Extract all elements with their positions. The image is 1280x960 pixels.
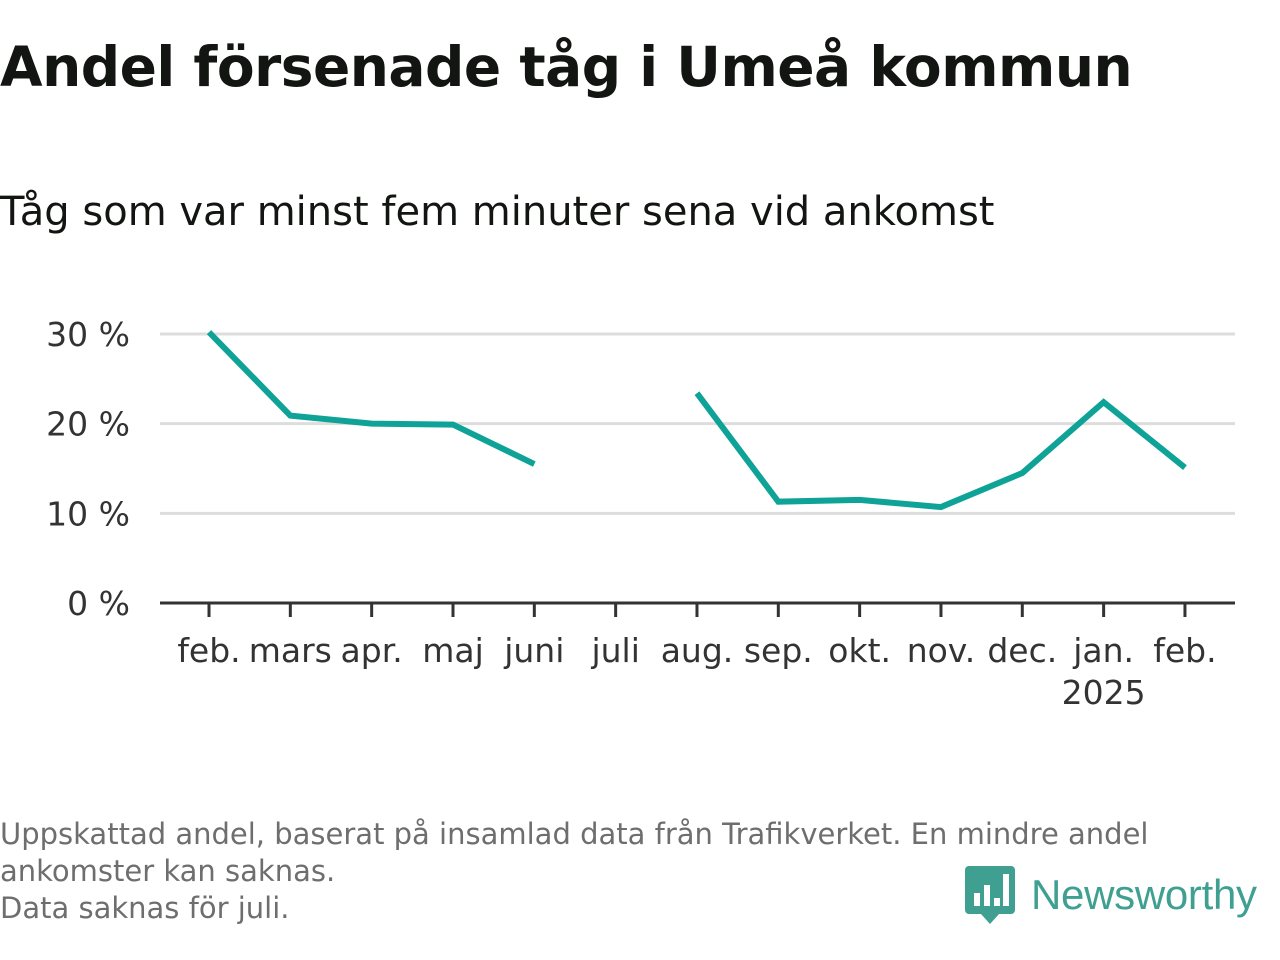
footnote-line: ankomster kan saknas.	[0, 854, 336, 888]
x-tick-label: mars	[249, 631, 332, 670]
chart-subtitle: Tåg som var minst fem minuter sena vid a…	[0, 189, 995, 235]
footnote-line: Data saknas för juli.	[0, 891, 290, 925]
series-line-segment	[206, 330, 536, 467]
x-axis-labels: feb. mars apr. maj juni juli aug. sep. okt. nov. d…	[177, 631, 1216, 712]
series-line-segment	[694, 391, 1187, 511]
x-tick-label: juli	[590, 631, 639, 670]
gridlines	[160, 332, 1235, 515]
y-tick-label: 10 %	[46, 494, 130, 533]
x-tick-label: maj	[422, 631, 484, 670]
footnote: Uppskattad andel, baserat på insamlad da…	[0, 816, 1270, 927]
x-year-label: 2025	[1062, 673, 1146, 712]
y-axis-labels: 0 % 10 % 20 % 30 %	[46, 315, 130, 623]
series-lines	[206, 330, 1187, 511]
logo-text: Newsworthy	[1031, 871, 1257, 918]
x-tick-label: juni	[503, 631, 564, 670]
y-tick-label: 0 %	[67, 584, 130, 623]
footnote-line: Uppskattad andel, baserat på insamlad da…	[0, 817, 1149, 851]
x-tick-label: dec.	[987, 631, 1057, 670]
x-tick-label: feb.	[177, 631, 240, 670]
x-tick-label: nov.	[907, 631, 976, 670]
x-tick-label: aug.	[661, 631, 734, 670]
y-tick-label: 20 %	[46, 405, 130, 444]
newsworthy-logo: Newsworthy	[965, 866, 1257, 924]
x-tick-label: feb.	[1153, 631, 1216, 670]
x-tick-label: sep.	[744, 631, 813, 670]
newsworthy-bar-chart-icon	[965, 866, 1015, 924]
chart-title: Andel försenade tåg i Umeå kommun	[0, 35, 1133, 99]
x-axis	[160, 601, 1235, 617]
x-tick-label: okt.	[828, 631, 891, 670]
y-tick-label: 30 %	[46, 315, 130, 354]
x-tick-label: apr.	[341, 631, 403, 670]
x-tick-label: jan.	[1072, 631, 1134, 670]
